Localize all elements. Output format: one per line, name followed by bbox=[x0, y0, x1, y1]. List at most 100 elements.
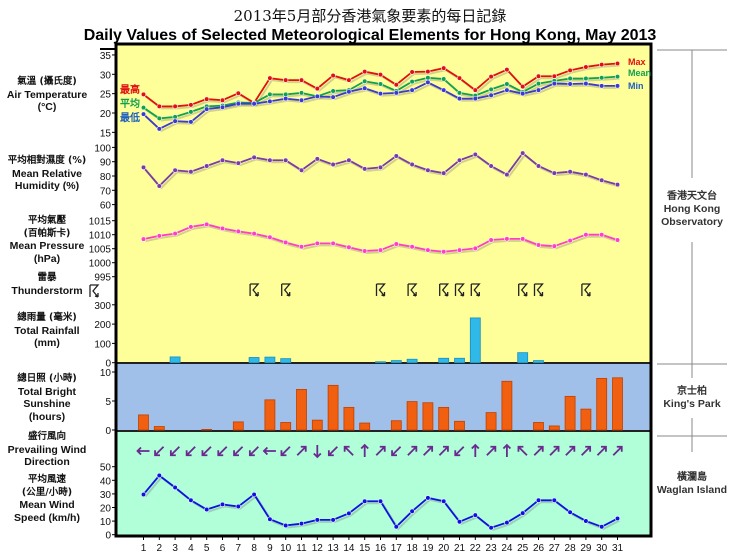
pressure-point bbox=[599, 232, 605, 238]
humidity-point bbox=[425, 167, 431, 173]
humidity-axis-tick-label: 70 bbox=[100, 186, 112, 197]
humidity-point bbox=[377, 164, 384, 171]
pressure-point bbox=[267, 234, 273, 240]
wind-speed-point bbox=[235, 503, 241, 510]
humidity-point bbox=[346, 157, 352, 163]
wind-speed-point bbox=[172, 484, 178, 491]
wind-direction-arrow-icon bbox=[136, 446, 150, 456]
humidity-point bbox=[267, 157, 273, 163]
wind-speed-point bbox=[614, 515, 621, 522]
label-pressure-unit: (hPa) bbox=[33, 252, 61, 265]
temperature-max-point bbox=[504, 67, 510, 73]
sunshine-bar bbox=[564, 395, 576, 431]
pressure-point bbox=[551, 243, 557, 249]
pressure-axis-tick-label: 1005 bbox=[89, 245, 112, 256]
day-label: 20 bbox=[438, 543, 450, 554]
temperature-min-point bbox=[488, 92, 494, 98]
wind-direction-arrow-icon bbox=[360, 443, 369, 457]
day-label: 24 bbox=[501, 543, 513, 554]
rainfall-bar bbox=[390, 360, 402, 364]
temperature-max-point bbox=[204, 96, 210, 102]
wind-direction-arrow-icon bbox=[169, 446, 180, 457]
day-label: 22 bbox=[470, 543, 482, 554]
humidity-point bbox=[156, 183, 162, 189]
wind-direction-arrow-icon bbox=[423, 445, 434, 456]
temperature-max-point bbox=[409, 69, 415, 75]
label-rainfall-en: Total Rainfall bbox=[14, 324, 80, 337]
wind-speed-point bbox=[283, 522, 289, 529]
wind-speed-point bbox=[362, 498, 368, 504]
rainfall-axis-tick-label: 300 bbox=[94, 301, 111, 312]
temperature-min-point bbox=[551, 80, 557, 87]
label-rainfall: 總雨量 (毫米) Total Rainfall (mm) bbox=[0, 312, 94, 350]
wind-speed-point bbox=[251, 491, 257, 498]
temperature-mean-point bbox=[188, 109, 194, 115]
thunderstorm-icon bbox=[439, 283, 450, 297]
panel-kings-park bbox=[116, 363, 651, 430]
temperature-max-point bbox=[535, 73, 542, 79]
label-wind-direction-en2: Direction bbox=[24, 456, 70, 468]
station-kp-zh: 京士柏 bbox=[677, 386, 707, 397]
temperature-mean-point bbox=[172, 114, 178, 120]
pressure-point bbox=[188, 224, 194, 230]
day-label: 4 bbox=[188, 543, 194, 554]
label-humidity-unit: Humidity (%) bbox=[14, 180, 80, 192]
wind-direction-arrow-icon bbox=[517, 445, 528, 456]
pressure-point bbox=[567, 237, 573, 244]
label-sunshine-en1: Total Bright bbox=[17, 385, 77, 398]
humidity-point bbox=[283, 157, 289, 163]
wind-speed-point bbox=[219, 501, 226, 507]
thunderstorm-icon bbox=[281, 283, 292, 297]
temperature-min-point bbox=[140, 111, 147, 117]
wind-direction-arrow-icon bbox=[581, 445, 592, 456]
wind-speed-point bbox=[409, 508, 415, 514]
day-label: 28 bbox=[565, 543, 577, 554]
sunshine-bar bbox=[296, 388, 307, 431]
humidity-point bbox=[298, 167, 305, 173]
wind-speed-axis-tick-label: 40 bbox=[100, 476, 112, 487]
rainfall-bar bbox=[169, 356, 181, 364]
temperature-mean-point bbox=[409, 79, 415, 85]
pressure-point bbox=[298, 244, 305, 250]
pressure-point bbox=[140, 236, 147, 242]
wind-speed-point bbox=[567, 509, 573, 515]
humidity-point bbox=[188, 169, 194, 175]
label-wind-direction: 盛行風向 Prevailing Wind Direction bbox=[0, 431, 94, 469]
pressure-axis-tick-label: 1010 bbox=[89, 231, 112, 242]
temperature-mean-point bbox=[504, 81, 510, 87]
temperature-min-point bbox=[393, 90, 399, 96]
day-label: 17 bbox=[391, 543, 403, 554]
temperature-mean-point bbox=[362, 78, 368, 84]
temperature-axis-tick-label: 25 bbox=[100, 90, 112, 101]
wind-speed-point bbox=[267, 516, 273, 522]
humidity-point bbox=[567, 169, 573, 175]
temperature-max-point bbox=[567, 67, 573, 74]
station-hko-zh: 香港天文台 bbox=[667, 191, 717, 202]
humidity-point bbox=[362, 166, 368, 172]
label-sunshine-unit: (hours) bbox=[28, 410, 66, 423]
pressure-axis-tick-label: 1015 bbox=[89, 217, 112, 228]
temperature-min-point bbox=[204, 106, 210, 112]
thunderstorm-icon bbox=[518, 283, 529, 297]
rainfall-bar bbox=[248, 357, 260, 364]
wind-direction-arrow-icon bbox=[454, 446, 465, 457]
wind-direction-arrow-icon bbox=[280, 446, 291, 457]
pressure-axis-tick-label: 1000 bbox=[89, 259, 112, 270]
temperature-max-point bbox=[172, 103, 178, 110]
humidity-point bbox=[393, 153, 399, 159]
label-temperature-en: Air Temperature bbox=[6, 88, 88, 101]
day-label: 18 bbox=[407, 543, 419, 554]
label-sunshine-zh: 總日照 (小時) bbox=[17, 373, 77, 384]
day-label: 2 bbox=[157, 543, 163, 554]
label-temperature: 氣溫 (攝氏度) Air Temperature (°C) bbox=[0, 76, 94, 114]
panel-hko bbox=[116, 44, 651, 363]
wind-direction-arrow-icon bbox=[565, 445, 576, 456]
humidity-point bbox=[551, 170, 557, 176]
rainfall-bar bbox=[406, 358, 418, 364]
day-label: 10 bbox=[280, 543, 292, 554]
wind-speed-point bbox=[535, 497, 542, 503]
thunderstorm-icon bbox=[375, 283, 386, 297]
temperature-min-point bbox=[583, 80, 589, 87]
day-label: 31 bbox=[612, 543, 624, 554]
